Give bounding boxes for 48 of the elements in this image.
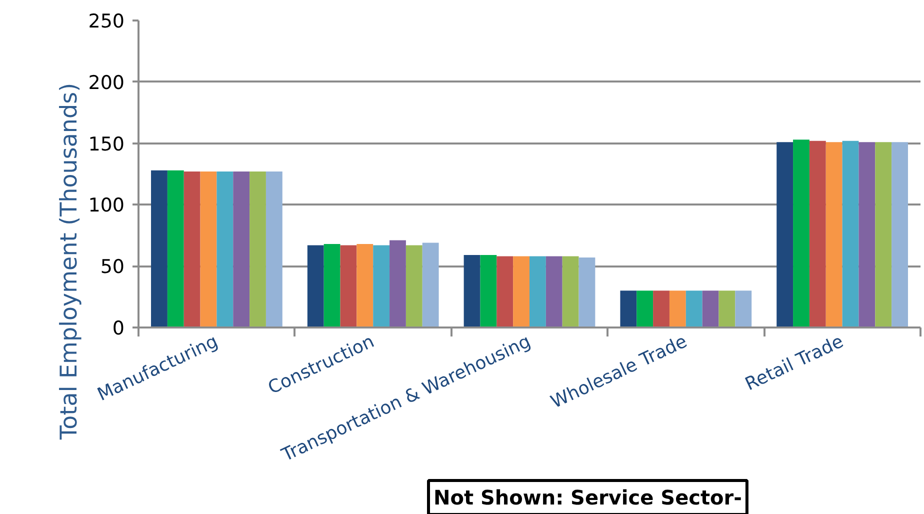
bar — [562, 256, 579, 328]
y-tick-label: 0 — [112, 318, 125, 340]
bar — [669, 290, 686, 328]
bar — [513, 256, 530, 328]
bar — [307, 245, 324, 328]
bar — [250, 172, 266, 328]
y-tick-label: 150 — [88, 133, 124, 156]
bar — [151, 170, 168, 328]
bar — [233, 172, 250, 328]
bar — [842, 140, 859, 328]
bar — [184, 172, 200, 328]
y-tick-label: 250 — [88, 10, 124, 32]
bar — [718, 290, 736, 328]
bar — [546, 256, 562, 328]
bar — [480, 255, 497, 328]
bar — [530, 256, 546, 328]
bar — [809, 140, 826, 328]
bar — [200, 172, 217, 328]
bar — [406, 245, 422, 328]
bar — [892, 142, 908, 328]
bar — [826, 142, 842, 328]
bar — [216, 172, 234, 328]
bar — [356, 244, 374, 328]
bar — [324, 244, 340, 328]
bar — [793, 140, 810, 328]
text: Not Shown: Service Sector- — [434, 486, 742, 510]
bar — [620, 290, 637, 328]
bar — [735, 290, 752, 328]
bar — [858, 142, 876, 328]
bar — [636, 290, 654, 328]
bar — [464, 255, 480, 328]
bar — [686, 290, 702, 328]
bar — [167, 170, 184, 328]
bar — [390, 240, 406, 328]
y-tick-label: 200 — [88, 72, 124, 94]
bar — [776, 142, 794, 328]
bar — [496, 256, 514, 328]
bar — [266, 172, 282, 328]
bar — [702, 290, 719, 328]
y-tick-label: 50 — [100, 256, 125, 278]
bar — [578, 258, 596, 328]
bar — [340, 245, 357, 328]
bar — [875, 142, 892, 328]
bar — [653, 290, 670, 328]
bar — [373, 245, 390, 328]
bar — [422, 242, 439, 328]
y-axis-title: Total Employment (Thousands) — [56, 82, 82, 440]
y-tick-label: 100 — [88, 194, 124, 217]
